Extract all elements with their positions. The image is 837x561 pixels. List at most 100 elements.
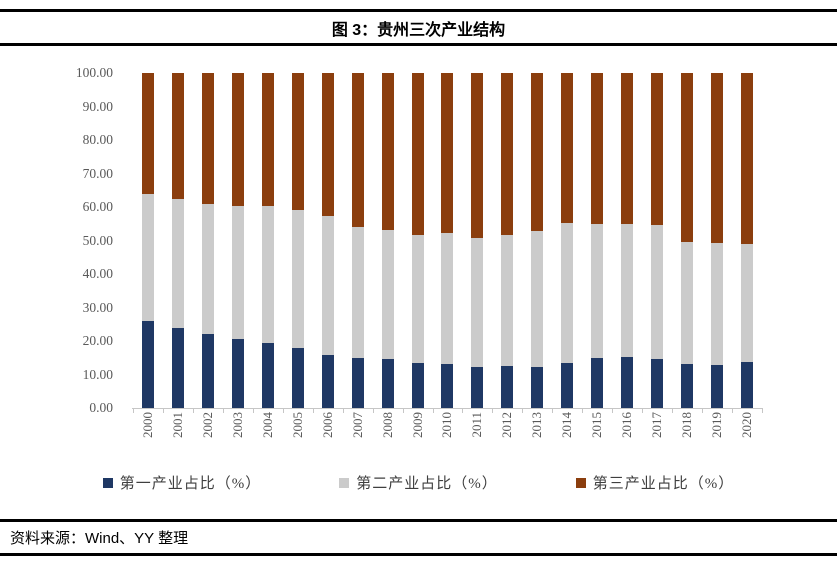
- y-tick-label: 60.00: [82, 199, 113, 214]
- x-tick-label: 2002: [199, 412, 215, 438]
- legend-swatch-icon: [339, 477, 350, 488]
- segment-secondary: [651, 225, 664, 360]
- stacked-bar-2013: [531, 73, 544, 408]
- stacked-bar-2005: [291, 73, 304, 408]
- x-axis-tick: [252, 409, 254, 413]
- bar-column: 2010: [433, 73, 463, 438]
- x-axis-tick: [492, 409, 494, 413]
- legend-label: 第二产业占比（%）: [356, 476, 498, 492]
- bar-column: 2004: [253, 73, 283, 438]
- segment-secondary: [171, 198, 184, 329]
- segment-tertiary: [471, 73, 484, 238]
- bar-column: 2020: [732, 73, 762, 438]
- figure-title: 图 3：贵州三次产业结构: [331, 22, 506, 39]
- segment-tertiary: [501, 73, 514, 236]
- segment-secondary: [711, 242, 724, 366]
- legend-item-primary: 第一产业占比（%）: [102, 472, 262, 493]
- segment-tertiary: [531, 73, 544, 231]
- x-axis-tick: [222, 409, 224, 413]
- x-axis-tick: [162, 409, 164, 413]
- stacked-bar-2003: [231, 73, 244, 408]
- segment-secondary: [501, 235, 514, 367]
- legend-swatch-icon: [575, 477, 586, 488]
- x-axis-line: [132, 408, 763, 409]
- segment-secondary: [291, 210, 304, 349]
- legend-swatch-icon: [102, 477, 113, 488]
- x-axis-tick: [522, 409, 524, 413]
- bar-column: 2000: [133, 73, 163, 438]
- stacked-bar-2014: [561, 73, 574, 408]
- bar-column: 2019: [702, 73, 732, 438]
- bar-column: 2002: [193, 73, 223, 438]
- segment-tertiary: [141, 73, 154, 194]
- segment-secondary: [621, 224, 634, 357]
- bar-column: 2009: [403, 73, 433, 438]
- legend-label: 第三产业占比（%）: [592, 476, 735, 492]
- x-axis-tick: [552, 409, 554, 413]
- stacked-bar-2002: [201, 73, 214, 408]
- segment-secondary: [261, 206, 274, 344]
- y-tick-label: 100.00: [75, 65, 113, 80]
- y-tick-label: 70.00: [82, 165, 113, 181]
- segment-primary: [411, 362, 424, 408]
- x-tick-label: 2006: [319, 412, 335, 438]
- x-axis-tick: [612, 409, 614, 413]
- segment-primary: [201, 333, 214, 408]
- x-axis-tick: [732, 409, 734, 413]
- y-tick-label: 80.00: [82, 132, 113, 147]
- segment-tertiary: [561, 73, 574, 224]
- x-tick-label: 2020: [739, 412, 755, 438]
- legend: 第一产业占比（%） 第二产业占比（%） 第三产业占比（%）: [0, 472, 837, 493]
- segment-primary: [561, 363, 574, 408]
- stacked-bar-2020: [741, 73, 754, 408]
- segment-secondary: [411, 235, 424, 363]
- y-axis: 100.00 90.00 80.00 70.00 60.00 50.00 40.00 30.0…: [0, 65, 113, 415]
- stacked-bar-2011: [471, 73, 484, 408]
- stacked-bar-2004: [261, 73, 274, 408]
- segment-secondary: [531, 230, 544, 367]
- segment-tertiary: [441, 73, 454, 234]
- x-axis-tick: [582, 409, 584, 413]
- stacked-bar-2019: [711, 73, 724, 408]
- bar-column: 2013: [522, 73, 552, 438]
- plot-area: 2000 2001 2002 2003 2004 2005 2006 2007 2008 2009…: [133, 73, 762, 438]
- bar-column: 2005: [283, 73, 313, 438]
- x-tick-label: 2003: [229, 412, 245, 438]
- x-tick-label: 2011: [469, 412, 485, 438]
- x-axis-tick: [642, 409, 644, 413]
- top-rule: [0, 9, 837, 12]
- x-tick-label: 2010: [439, 412, 455, 438]
- stacked-bar-2000: [141, 73, 154, 408]
- segment-tertiary: [591, 73, 604, 225]
- segment-tertiary: [201, 73, 214, 204]
- bar-column: 2011: [462, 73, 492, 438]
- segment-secondary: [141, 193, 154, 321]
- stacked-bar-2010: [441, 73, 454, 408]
- segment-primary: [381, 359, 394, 408]
- x-tick-label: 2007: [349, 412, 365, 438]
- stacked-bar-2001: [171, 73, 184, 408]
- x-tick-label: 2015: [589, 412, 605, 438]
- y-tick-label: 0.00: [89, 400, 113, 415]
- x-tick-label: 2013: [529, 412, 545, 438]
- bar-column: 2008: [373, 73, 403, 438]
- segment-primary: [741, 361, 754, 408]
- footer-top-rule: [0, 519, 837, 522]
- stacked-bar-2016: [621, 73, 634, 408]
- x-tick-label: 2004: [259, 412, 275, 438]
- x-tick-label: 2009: [409, 412, 425, 438]
- segment-tertiary: [321, 73, 334, 216]
- y-tick-label: 10.00: [82, 366, 113, 382]
- bar-column: 2006: [313, 73, 343, 438]
- segment-tertiary: [291, 73, 304, 211]
- y-tick-label: 40.00: [82, 266, 113, 281]
- segment-tertiary: [381, 73, 394, 231]
- segment-secondary: [351, 226, 364, 359]
- segment-primary: [171, 328, 184, 408]
- stacked-bar-2008: [381, 73, 394, 408]
- title-divider-rule: [0, 43, 837, 46]
- bar-column: 2015: [582, 73, 612, 438]
- segment-tertiary: [651, 73, 664, 226]
- x-tick-label: 2005: [289, 412, 305, 438]
